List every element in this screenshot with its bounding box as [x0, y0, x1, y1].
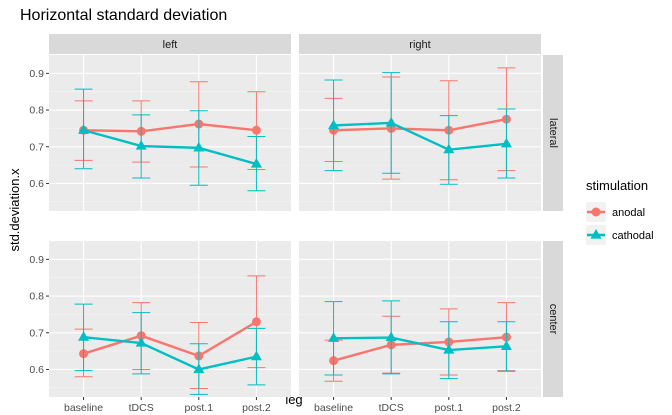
data-point [443, 143, 455, 154]
data-point [500, 137, 512, 148]
y-tick-label: 0.8 [29, 291, 44, 303]
y-tick-label: 0.7 [29, 141, 44, 153]
y-tick-label: 0.7 [29, 327, 44, 339]
data-point [500, 340, 512, 350]
panel-background [299, 241, 541, 397]
panel-background [299, 55, 541, 211]
y-tick-label: 0.9 [29, 68, 44, 80]
legend-label: anodal [612, 207, 645, 219]
y-tick-label: 0.8 [29, 105, 44, 117]
x-tick-label: tDCS [129, 402, 154, 414]
data-point [328, 332, 340, 342]
y-tick-label: 0.6 [29, 364, 44, 376]
data-point [385, 331, 397, 342]
strip-label-right: right [409, 39, 430, 51]
data-point [135, 140, 147, 150]
facet-panels: left right lateral center 0.6 0.7 0.8 0.9 0.6 0.7… [29, 34, 563, 414]
series-cathodal [74, 303, 266, 395]
legend-marker [591, 207, 601, 217]
chart-title: Horizontal standard deviation [20, 7, 227, 24]
legend-entry-anodal: anodal [586, 202, 645, 222]
x-tick-label: baseline [314, 402, 353, 414]
series-cathodal [324, 300, 516, 380]
panel-left-lateral: 0.6 0.7 0.8 0.9 [29, 55, 291, 211]
data-point [135, 337, 147, 347]
data-point [385, 116, 397, 127]
series-line [83, 320, 258, 358]
x-tick-label: tDCS [379, 402, 404, 414]
data-point [251, 317, 261, 327]
legend-marker [590, 229, 602, 239]
strip-center [543, 241, 563, 397]
x-tick-label: post.1 [185, 402, 214, 414]
panel-right-lateral [299, 55, 541, 211]
data-point [78, 124, 90, 134]
series-line [333, 121, 507, 151]
series-line [333, 336, 507, 352]
series-cathodal [324, 72, 516, 185]
panel-right-center: baseline tDCS post.1 post.2 [299, 241, 541, 414]
data-point [250, 158, 262, 168]
strip-lateral [543, 55, 563, 211]
x-tick-label: post.1 [435, 402, 464, 414]
legend: stimulation anodal cathodal [586, 178, 654, 245]
data-point [443, 344, 455, 354]
data-point [250, 350, 262, 361]
strip-left [49, 34, 291, 54]
series-line [83, 122, 257, 133]
legend-title: stimulation [586, 178, 648, 193]
strip-right [299, 34, 541, 54]
strip-label-lateral: lateral [547, 118, 559, 148]
y-tick-label: 0.6 [29, 178, 44, 190]
y-axis-title: std.deviation.x [7, 168, 22, 252]
data-point [193, 363, 205, 374]
strip-label-center: center [547, 304, 559, 335]
x-tick-label: post.2 [492, 402, 521, 414]
series-line [333, 118, 507, 132]
series-cathodal [74, 88, 266, 192]
series-line [83, 335, 257, 371]
data-point [78, 331, 90, 341]
x-tick-label: baseline [64, 402, 103, 414]
y-tick-label: 0.9 [29, 254, 44, 266]
series-line [83, 129, 257, 166]
strip-label-left: left [163, 39, 178, 51]
x-tick-label: post.2 [242, 402, 271, 414]
legend-label: cathodal [612, 230, 654, 242]
panel-left-center: 0.6 0.7 0.8 0.9 baseline tDCS post.1 post.2 [29, 241, 291, 414]
data-point [328, 119, 340, 130]
data-point [193, 141, 205, 152]
data-point [251, 125, 261, 135]
legend-entry-cathodal: cathodal [586, 225, 654, 245]
